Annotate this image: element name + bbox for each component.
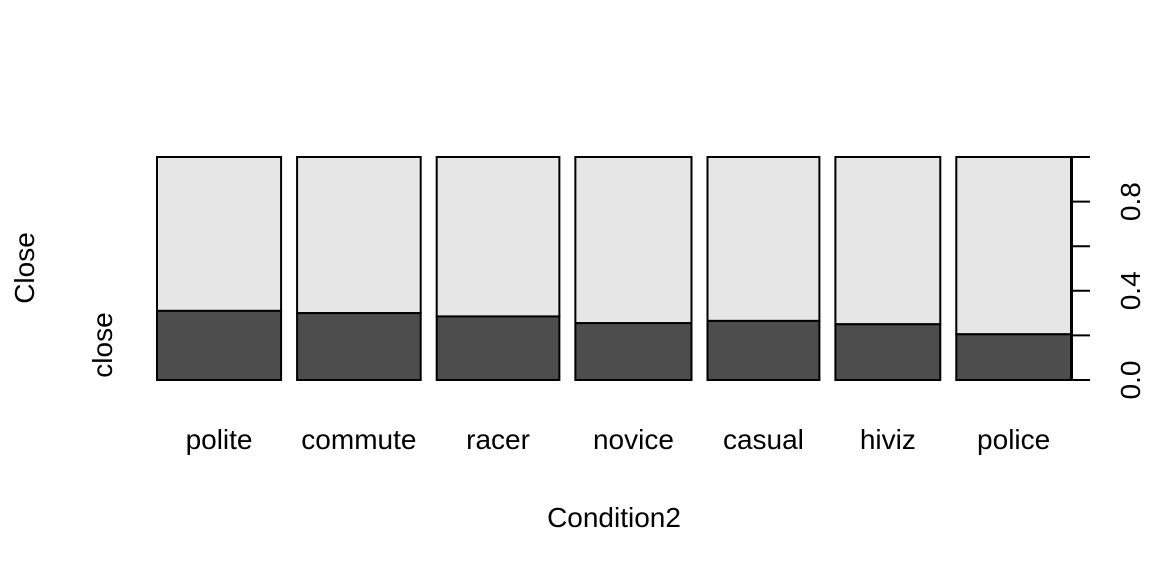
x-tick-label-hiviz: hiviz [860, 424, 916, 455]
bar-remainder-racer [435, 156, 561, 318]
y-tick-label-0.8: 0.8 [1115, 182, 1146, 221]
y-tick-label-0.4: 0.4 [1115, 271, 1146, 310]
x-tick-label-casual: casual [723, 424, 804, 455]
bar-remainder-commute [296, 156, 422, 315]
y-level-label: close [87, 312, 118, 377]
bar-close-novice [574, 322, 693, 382]
x-tick-label-police: police [977, 424, 1050, 455]
x-tick-label-racer: racer [466, 424, 530, 455]
bar-remainder-casual [706, 156, 821, 322]
bar-close-racer [435, 315, 561, 382]
bar-remainder-hiviz [834, 156, 942, 326]
y-tick-label-0.0: 0.0 [1115, 361, 1146, 400]
y-axis: 0.0 0.4 0.8 [1071, 156, 1146, 400]
bars-group [156, 156, 1072, 382]
bar-remainder-polite [156, 156, 283, 312]
x-tick-labels: polite commute racer novice casual hiviz polic… [186, 424, 1051, 455]
x-tick-label-polite: polite [186, 424, 253, 455]
bar-close-casual [706, 319, 821, 381]
y-axis-title: Close [9, 232, 40, 304]
bar-remainder-novice [574, 156, 693, 325]
bar-close-polite [156, 309, 283, 381]
bar-close-police [955, 333, 1072, 382]
x-tick-label-novice: novice [593, 424, 674, 455]
x-tick-label-commute: commute [301, 424, 416, 455]
x-axis-title: Condition2 [547, 502, 681, 533]
bar-close-hiviz [834, 323, 942, 381]
bar-close-commute [296, 312, 422, 382]
bar-remainder-police [955, 156, 1072, 336]
